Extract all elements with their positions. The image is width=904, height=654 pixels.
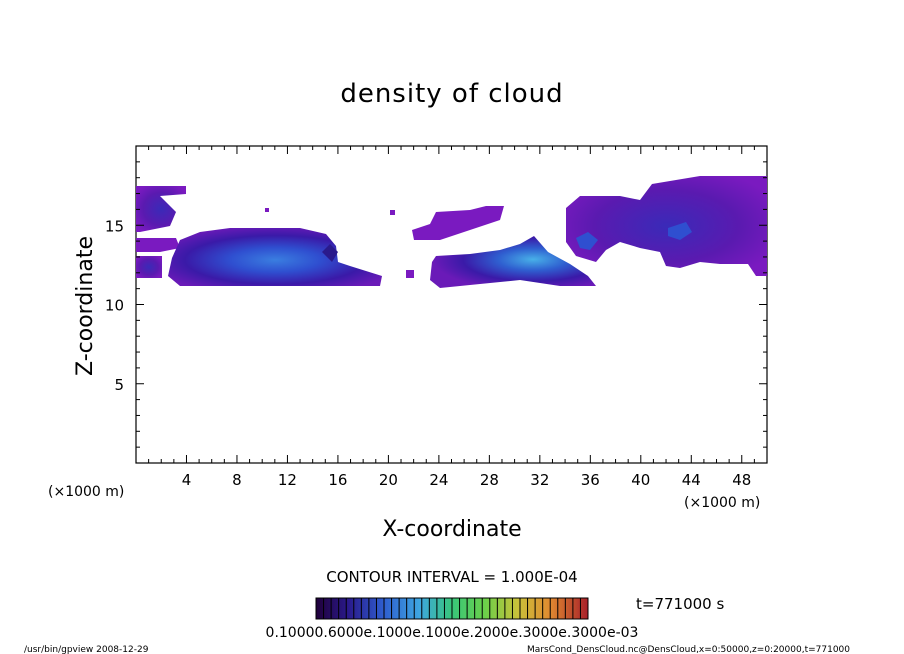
colorbar-labels: 0.10000.6000e.1000e.1000e.2000e.3000e.30… bbox=[266, 625, 639, 641]
cloud-region bbox=[412, 206, 504, 240]
x-tick-label: 36 bbox=[581, 471, 600, 489]
contour-interval-label: CONTOUR INTERVAL = 1.000E-04 bbox=[326, 568, 577, 586]
cloud-region bbox=[406, 270, 414, 278]
y-tick-label: 15 bbox=[105, 217, 124, 235]
cloud-region bbox=[136, 186, 186, 232]
x-tick-label: 32 bbox=[530, 471, 549, 489]
x-tick-label: 20 bbox=[379, 471, 398, 489]
x-tick-label: 48 bbox=[732, 471, 751, 489]
time-label: t=771000 s bbox=[636, 595, 724, 613]
footer-left: /usr/bin/gpview 2008-12-29 bbox=[24, 645, 149, 654]
x-tick-label: 16 bbox=[328, 471, 347, 489]
cloud-region bbox=[136, 238, 180, 252]
cloud-region bbox=[430, 236, 596, 288]
axis-ticks bbox=[136, 146, 767, 463]
cloud-region bbox=[566, 176, 767, 276]
cloud-region bbox=[265, 208, 269, 212]
footer-right: MarsCond_DensCloud.nc@DensCloud,x=0:5000… bbox=[527, 645, 850, 654]
x-unit-label: (×1000 m) bbox=[684, 495, 760, 511]
x-tick-label: 24 bbox=[429, 471, 448, 489]
cloud-region bbox=[168, 228, 382, 286]
x-tick-label: 44 bbox=[682, 471, 701, 489]
x-tick-labels: 4 8 12 16 20 24 28 32 36 40 44 48 bbox=[182, 471, 752, 489]
chart-title: density of cloud bbox=[340, 79, 563, 109]
y-tick-label: 5 bbox=[114, 376, 124, 394]
y-tick-label: 10 bbox=[105, 297, 124, 315]
cloud-layer bbox=[136, 176, 767, 288]
y-axis-title: Z-coordinate bbox=[73, 236, 98, 376]
colorbar-divisions bbox=[323, 598, 581, 619]
cloud-region bbox=[668, 222, 692, 240]
cloud-region bbox=[390, 210, 395, 215]
x-tick-label: 12 bbox=[278, 471, 297, 489]
cloud-region bbox=[322, 244, 338, 262]
x-tick-label: 4 bbox=[182, 471, 192, 489]
y-tick-labels: 5 10 15 bbox=[105, 217, 124, 394]
x-tick-label: 40 bbox=[631, 471, 650, 489]
x-tick-label: 28 bbox=[480, 471, 499, 489]
x-tick-label: 8 bbox=[232, 471, 242, 489]
x-axis-title: X-coordinate bbox=[382, 517, 521, 542]
cloud-region bbox=[576, 232, 598, 250]
cloud-region bbox=[136, 256, 162, 278]
y-unit-label: (×1000 m) bbox=[48, 484, 124, 500]
